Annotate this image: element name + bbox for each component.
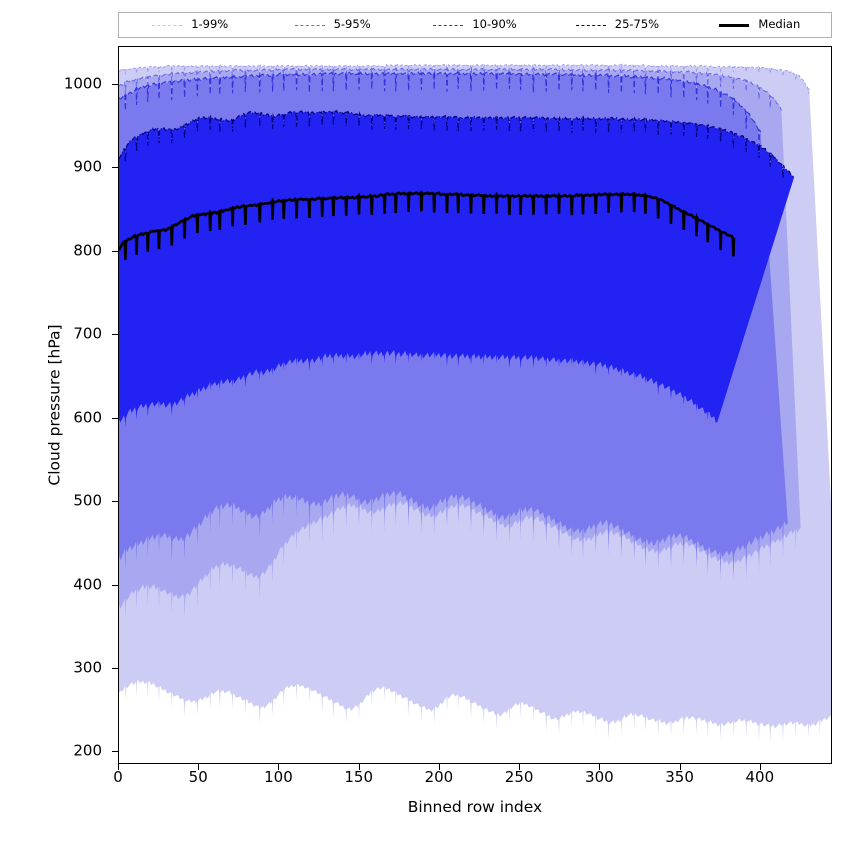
y-tick-mark: [112, 751, 118, 753]
legend-label: 1-99%: [191, 17, 229, 32]
legend-entry-5-95-: 5-95%: [261, 19, 403, 31]
y-tick-label: 700: [73, 324, 102, 343]
legend-label: Median: [758, 17, 801, 32]
x-tick-mark: [599, 764, 601, 770]
y-tick-mark: [112, 250, 118, 252]
y-tick-mark: [112, 83, 118, 85]
legend-entry-25-75-: 25-75%: [546, 19, 688, 31]
x-tick-label: 50: [188, 768, 208, 786]
legend-entry-median: Median: [689, 19, 831, 31]
legend: 1-99% 5-95% 10-90% 25-75% Median: [118, 12, 832, 38]
legend-label: 10-90%: [472, 17, 517, 32]
y-tick-label: 900: [73, 157, 102, 176]
legend-swatch-icon: [719, 23, 750, 27]
y-tick-label: 600: [73, 408, 102, 427]
legend-swatch-icon: [294, 24, 325, 26]
legend-entry-10-90-: 10-90%: [404, 19, 546, 31]
y-tick-mark: [112, 167, 118, 169]
median-line: [119, 189, 736, 260]
x-tick-mark: [358, 764, 360, 770]
legend-swatch-icon: [433, 24, 464, 26]
y-tick-label: 500: [73, 491, 102, 510]
band-edge-25-75-: [119, 109, 795, 179]
y-tick-label: 800: [73, 241, 102, 260]
x-tick-mark: [278, 764, 280, 770]
legend-swatch-icon: [575, 24, 606, 26]
x-tick-label: 400: [745, 768, 775, 786]
x-tick-label: 0: [113, 768, 123, 786]
x-tick-mark: [118, 764, 119, 770]
y-tick-label: 200: [73, 741, 102, 760]
legend-label: 5-95%: [333, 17, 371, 32]
y-tick-mark: [112, 501, 118, 502]
x-tick-mark: [519, 764, 521, 770]
x-tick-label: 250: [504, 768, 534, 786]
legend-label: 25-75%: [614, 17, 660, 32]
x-tick-mark: [759, 764, 761, 770]
x-tick-mark: [198, 764, 200, 770]
plot-svg: [119, 63, 831, 743]
x-tick-mark: [679, 764, 681, 770]
y-tick-label: 400: [73, 575, 102, 593]
y-tick-label: 1000: [63, 74, 102, 93]
band-edge-5-95-: [119, 66, 782, 111]
y-tick-mark: [112, 334, 118, 336]
y-axis-label: Cloud pressure [hPa]: [45, 324, 64, 486]
x-tick-label: 350: [665, 768, 694, 786]
band-edge-1-99-: [119, 63, 810, 94]
x-tick-label: 300: [585, 768, 614, 786]
x-tick-label: 100: [264, 768, 293, 786]
y-tick-mark: [112, 584, 118, 586]
legend-entry-1-99-: 1-99%: [119, 19, 261, 31]
x-axis-label: Binned row index: [407, 798, 543, 816]
y-tick-label: 300: [73, 658, 102, 677]
plot-area: [118, 46, 832, 764]
legend-swatch-icon: [152, 24, 183, 26]
band-edge-10-90-: [119, 71, 762, 147]
y-tick-mark: [112, 667, 118, 669]
y-tick-mark: [112, 417, 118, 419]
x-tick-mark: [438, 764, 440, 770]
band-fill-25-75-: [119, 110, 795, 427]
x-tick-label: 200: [424, 768, 454, 786]
x-tick-label: 150: [344, 768, 373, 786]
